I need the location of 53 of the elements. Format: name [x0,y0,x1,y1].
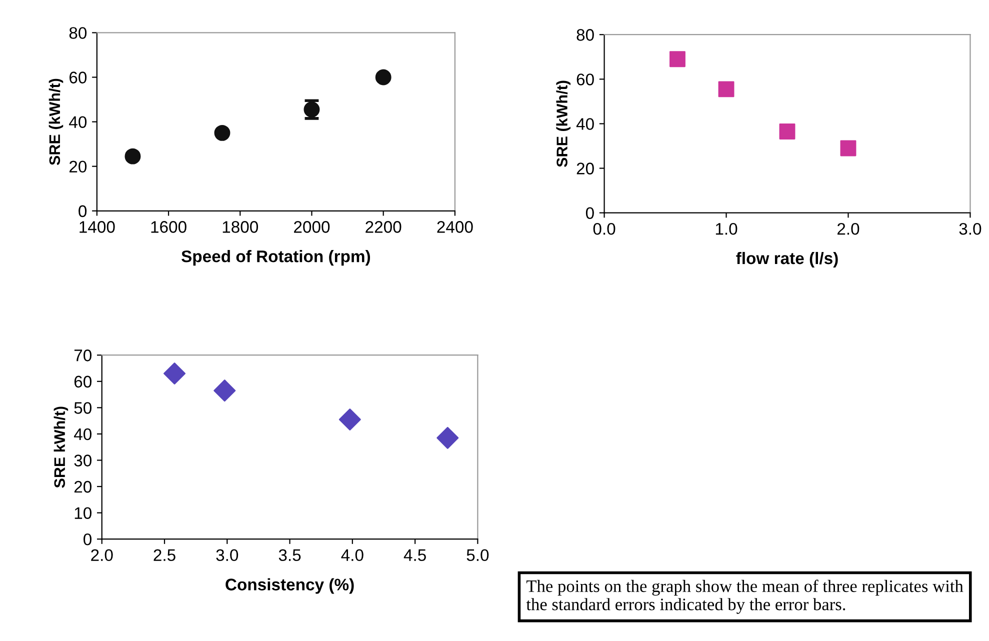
x-tick-label: 2000 [294,221,330,233]
x-tick-label: 3.0 [216,549,238,562]
point [124,148,141,164]
point [214,380,236,402]
x-tick-label: 2.0 [837,222,860,235]
point [436,426,459,449]
point [840,140,856,156]
x-axis-title: Consistency (%) [226,578,354,594]
y-tick-label: 80 [69,27,87,39]
y-tick-label: 70 [74,350,92,362]
y-tick-label: 10 [74,507,92,520]
y-tick-label: 20 [576,162,594,174]
y-tick-label: 0 [78,205,87,218]
x-tick-label: 5.0 [466,549,489,562]
point [669,51,686,68]
x-tick-label: 1400 [80,221,115,233]
x-tick-label: 1600 [151,221,186,233]
x-tick-label: 2.5 [154,549,176,562]
y-tick-label: 60 [70,72,87,84]
y-axis-title: SRE kWh/t) [54,406,68,488]
y-tick-label: 0 [84,533,92,546]
y-axis-title: SRE (kWh/t) [48,78,64,166]
y-tick-label: 0 [586,207,594,220]
x-tick-label: 2.0 [91,549,113,562]
point [214,124,230,141]
x-tick-label: 2400 [437,221,473,233]
y-tick-label: 40 [576,118,594,130]
x-tick-label: 1800 [222,221,258,233]
y-tick-label: 20 [74,480,92,493]
point [338,408,361,430]
x-tick-label: 4.5 [404,549,426,562]
y-tick-label: 60 [74,376,92,388]
x-tick-label: 2200 [366,221,402,233]
y-tick-label: 30 [74,454,92,466]
x-tick-label: 3.0 [959,222,982,235]
y-tick-label: 20 [70,160,87,173]
point [718,81,734,98]
x-axis-title: flow rate (l/s) [736,252,838,268]
y-tick-label: 60 [576,74,594,86]
y-tick-label: 80 [576,29,594,41]
y-tick-label: 40 [74,428,92,440]
y-axis-title: SRE (kWh/t) [556,80,570,167]
x-tick-label: 0.0 [593,222,616,235]
y-tick-label: 40 [69,116,87,128]
y-tick-label: 50 [74,402,92,414]
x-tick-label: 1.0 [716,222,738,235]
point [779,124,796,140]
x-axis-title: Speed of Rotation (rpm) [182,250,370,266]
x-tick-label: 4.0 [341,549,364,562]
x-tick-label: 3.5 [278,549,301,562]
text: The points on the graph show the mean of three replicates with the standard errors indicated by the error bars. [526,580,964,614]
point [164,362,186,385]
point [375,69,392,86]
